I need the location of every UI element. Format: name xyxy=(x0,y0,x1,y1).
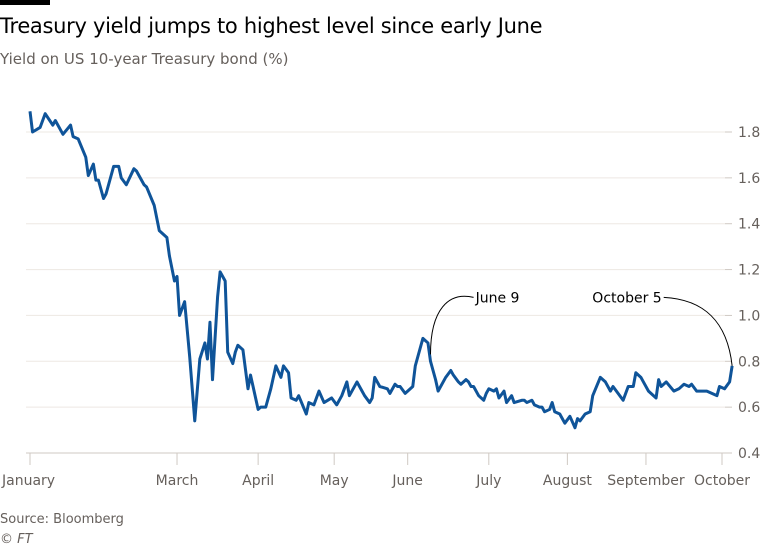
x-tick-label: May xyxy=(320,473,349,489)
y-tick-label: 0.6 xyxy=(738,400,760,416)
line-chart: 0.4 0.6 0.8 1.0 1.2 1.4 1.6 1.8 January March Apri… xyxy=(1,111,760,489)
x-tick-label: September xyxy=(607,473,685,489)
y-tick-label: 1.2 xyxy=(738,263,760,279)
annotation-leader xyxy=(429,295,474,355)
x-tick-label: August xyxy=(543,473,593,489)
x-tick-label: March xyxy=(156,473,199,489)
source-note: Source: Bloomberg xyxy=(0,512,124,527)
y-tick-label: 1.4 xyxy=(738,217,760,233)
x-tick-label: April xyxy=(242,473,274,489)
ft-brand-bar xyxy=(0,0,50,5)
x-tick-label: June xyxy=(391,473,423,489)
annotation-label: October 5 xyxy=(592,290,661,306)
y-tick-label: 1.6 xyxy=(738,171,760,187)
x-tick-label: October xyxy=(694,473,750,489)
x-tick-label: July xyxy=(475,473,501,489)
chart-subtitle: Yield on US 10-year Treasury bond (%) xyxy=(0,50,289,68)
y-tick-label: 0.8 xyxy=(738,354,760,370)
annotation-leader xyxy=(663,296,733,366)
y-tick-label: 0.4 xyxy=(738,446,760,462)
y-tick-label: 1.8 xyxy=(738,125,760,141)
x-tick-label: January xyxy=(1,473,55,489)
y-tick-label: 1.0 xyxy=(738,308,760,324)
chart-title: Treasury yield jumps to highest level si… xyxy=(0,14,543,38)
copyright-credit: © FT xyxy=(0,532,33,547)
series-line xyxy=(28,111,734,430)
annotation-label: June 9 xyxy=(475,290,520,306)
